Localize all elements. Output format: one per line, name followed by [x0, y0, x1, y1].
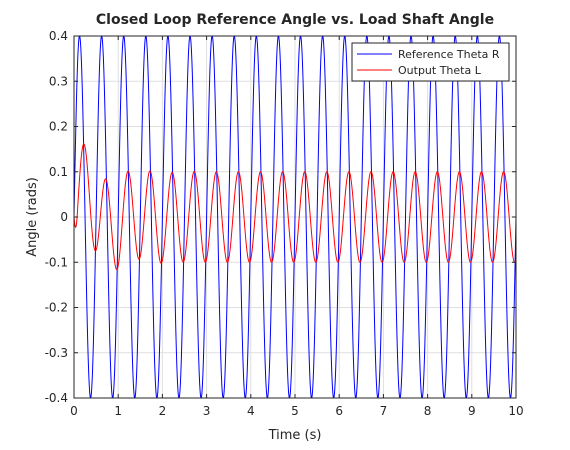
series-lines: [74, 36, 516, 398]
y-tick-label: -0.1: [45, 255, 68, 269]
legend-entry-label: Output Theta L: [398, 64, 482, 77]
x-axis-label: Time (s): [268, 428, 322, 443]
axis-ticks: 0 1 2 3 4 5 6 7 8 9 10 -0.4 -0.3 -0.2 -0.1 0 0.1 0.2 0.3 0.…: [45, 29, 524, 418]
chart-title: Closed Loop Reference Angle vs. Load Sha…: [96, 12, 494, 28]
x-tick-label: 1: [114, 404, 122, 418]
y-tick-label: -0.4: [45, 391, 68, 405]
series-line-output-theta-l: [74, 143, 516, 271]
x-tick-label: 10: [508, 404, 523, 418]
y-tick-label: -0.2: [45, 301, 68, 315]
x-tick-label: 4: [247, 404, 255, 418]
x-tick-label: 0: [70, 404, 78, 418]
y-tick-label: 0.3: [49, 74, 68, 88]
y-tick-label: 0.4: [49, 29, 68, 43]
x-tick-label: 6: [335, 404, 343, 418]
x-tick-label: 5: [291, 404, 299, 418]
legend-entry-label: Reference Theta R: [398, 48, 500, 61]
x-tick-label: 2: [159, 404, 167, 418]
y-tick-label: -0.3: [45, 346, 68, 360]
x-tick-label: 9: [468, 404, 476, 418]
y-axis-label: Angle (rads): [25, 177, 40, 257]
legend: Reference Theta R Output Theta L: [351, 42, 510, 82]
x-tick-label: 8: [424, 404, 432, 418]
x-tick-label: 3: [203, 404, 211, 418]
y-tick-label: 0.1: [49, 165, 68, 179]
y-tick-label: 0.2: [49, 120, 68, 134]
legend-box: [351, 42, 510, 82]
x-tick-label: 7: [380, 404, 388, 418]
series-line-reference-theta-r: [74, 36, 516, 398]
y-tick-label: 0: [60, 210, 68, 224]
